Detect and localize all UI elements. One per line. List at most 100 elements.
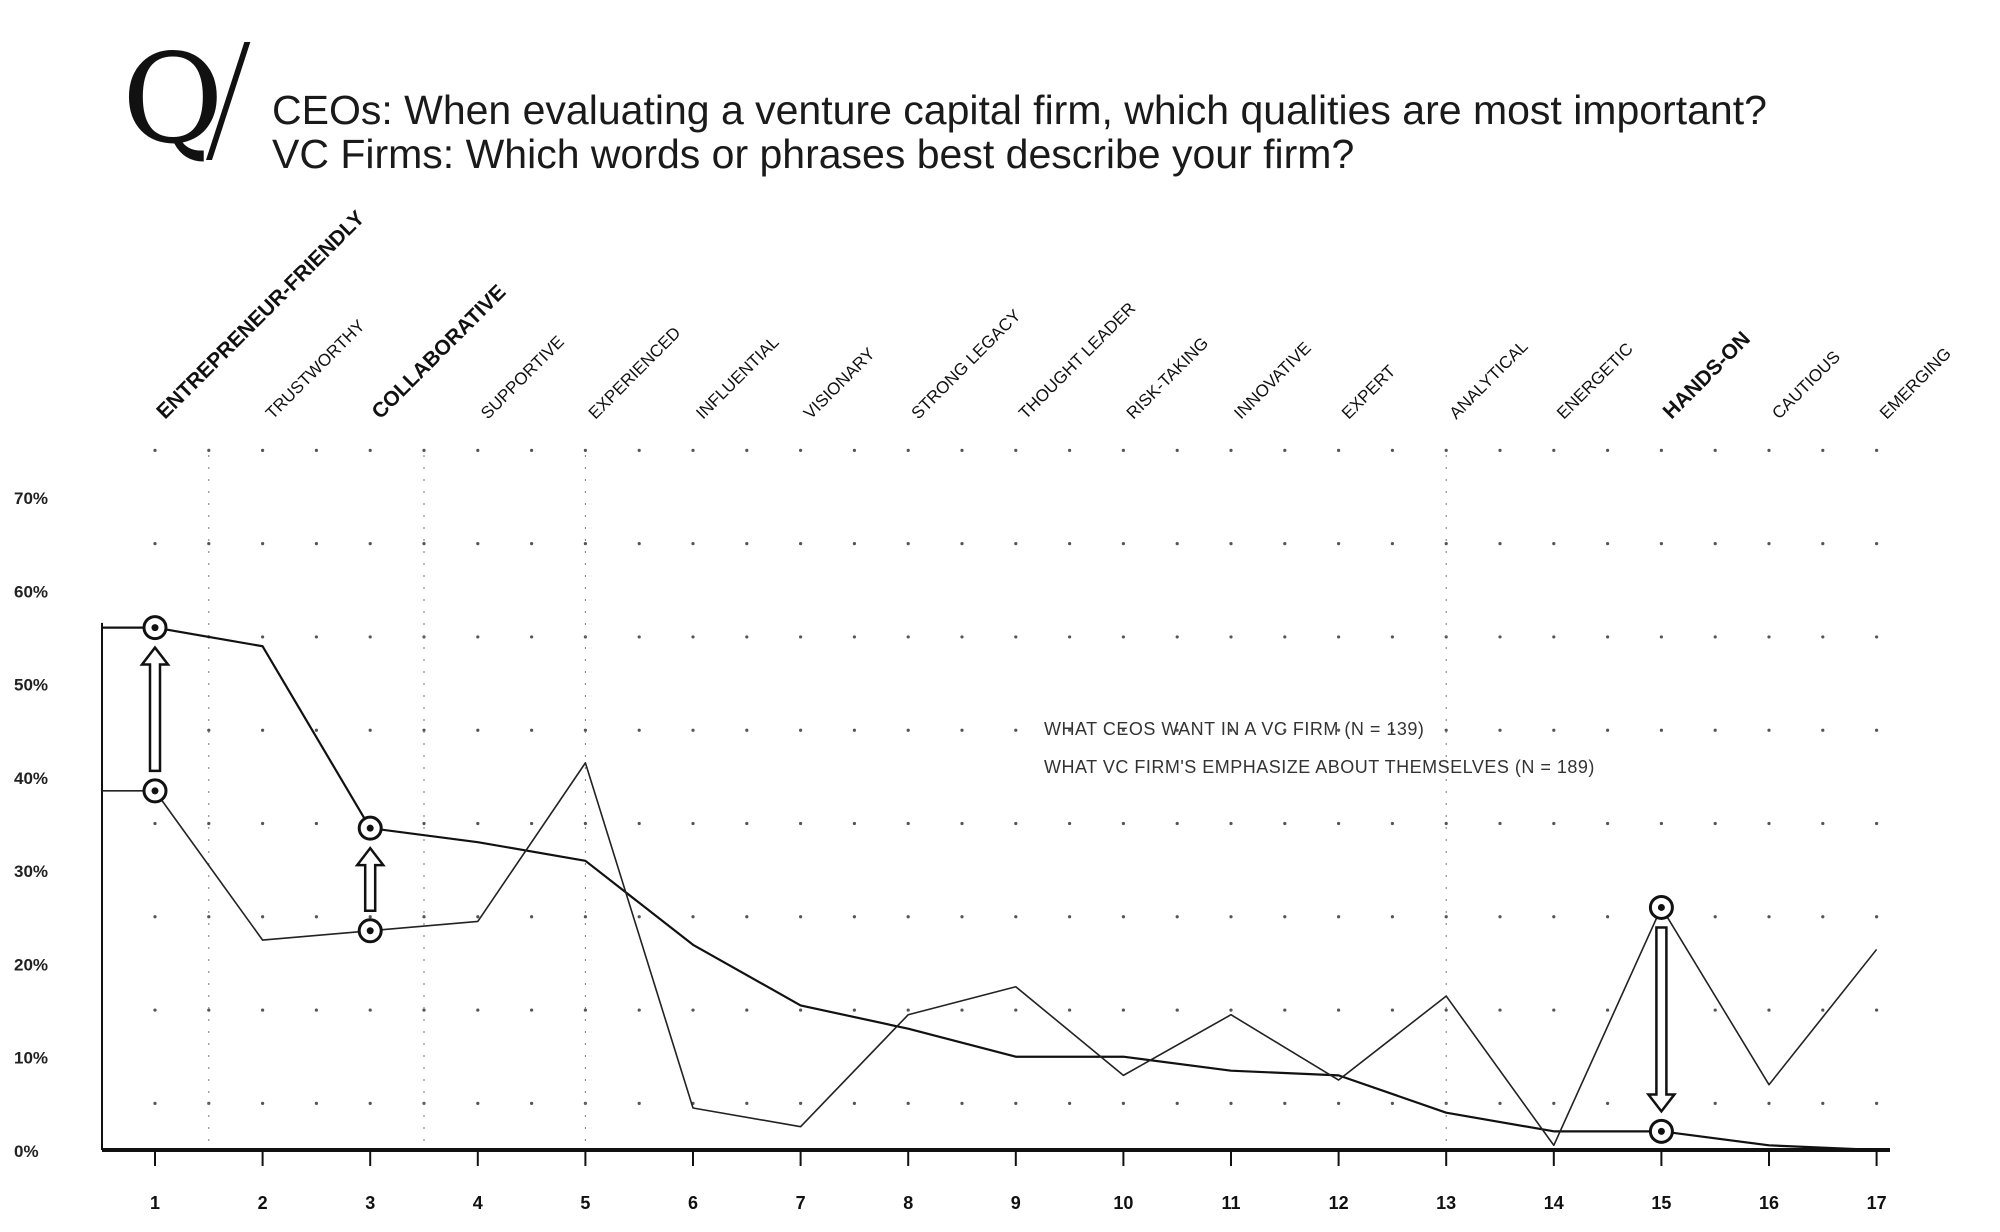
grid-dot <box>1229 728 1233 732</box>
grid-dot <box>1121 448 1125 452</box>
grid-dot <box>530 1101 534 1105</box>
grid-dot <box>1875 448 1879 452</box>
grid-dot <box>852 1101 857 1105</box>
grid-dot <box>1175 1101 1179 1105</box>
grid-dot <box>1875 1101 1879 1105</box>
marker-dot <box>151 787 159 795</box>
grid-dot <box>1875 635 1879 639</box>
grid-dot <box>1767 821 1771 826</box>
grid-dot <box>1444 915 1448 919</box>
grid-dot <box>1659 448 1663 452</box>
grid-dot <box>1283 915 1287 919</box>
marker-dot <box>151 624 159 632</box>
marker-dot <box>1657 1127 1665 1135</box>
grid-dot <box>691 635 695 639</box>
grid-dot <box>1821 542 1825 546</box>
grid-dot <box>1175 635 1179 639</box>
grid-dot <box>314 821 318 826</box>
grid-dot <box>1229 542 1233 546</box>
grid-dot <box>261 728 265 732</box>
grid-dot <box>745 1101 749 1105</box>
category-label: INNOVATIVE <box>1230 338 1314 422</box>
category-label: EXPERIENCED <box>585 323 685 423</box>
grid-dot <box>1068 1101 1072 1105</box>
grid-dot <box>1337 821 1341 826</box>
grid-dot <box>1175 542 1179 546</box>
grid-dot <box>153 448 157 452</box>
grid-dot <box>852 448 857 452</box>
grid-dot <box>261 635 265 639</box>
grid-dot <box>1121 1101 1125 1105</box>
grid-dot <box>960 448 964 452</box>
grid-dot <box>1713 1101 1717 1105</box>
grid-dot <box>314 542 318 546</box>
grid-dot <box>1283 1008 1287 1012</box>
grid-dot <box>1014 915 1018 919</box>
grid-dot <box>1337 1101 1341 1105</box>
grid-dot <box>1767 728 1771 732</box>
grid-dot <box>745 1008 749 1012</box>
category-label: THOUGHT LEADER <box>1015 299 1139 423</box>
y-tick-label: 0% <box>14 1142 39 1161</box>
grid-dot <box>637 915 641 919</box>
grid-dot <box>1498 1101 1502 1105</box>
grid-dot <box>207 728 211 732</box>
grid-dot <box>368 448 372 452</box>
grid-dot <box>1014 542 1018 546</box>
grid-dot <box>745 728 749 732</box>
grid-dot <box>799 542 803 546</box>
grid-dot <box>637 635 641 639</box>
grid-dot <box>637 448 641 452</box>
grid-dot <box>1337 915 1341 919</box>
grid-dot <box>1821 915 1825 919</box>
grid-dot <box>960 542 964 546</box>
grid-dot <box>153 1101 157 1105</box>
y-tick-label: 70% <box>14 489 48 508</box>
grid-dot <box>153 915 157 919</box>
grid-dot <box>960 635 964 639</box>
x-tick-label: 6 <box>688 1193 698 1213</box>
grid-dot <box>1390 915 1394 919</box>
grid-dot <box>1552 542 1556 546</box>
grid-dot <box>1498 728 1502 732</box>
grid-dot <box>1875 728 1879 732</box>
grid-dot <box>476 542 480 546</box>
grid-dot <box>799 821 803 826</box>
grid-dot <box>1229 635 1233 639</box>
grid-dot <box>1229 821 1233 826</box>
grid-dot <box>1390 635 1394 639</box>
grid-dot <box>1498 1008 1502 1012</box>
grid-dot <box>1068 728 1072 732</box>
grid-dot <box>799 1101 803 1105</box>
grid-dot <box>1337 542 1341 546</box>
grid-dot <box>1068 542 1072 546</box>
x-tick-label: 13 <box>1436 1193 1456 1213</box>
legend-entry: WHAT VC FIRM'S EMPHASIZE ABOUT THEMSELVE… <box>1044 757 1595 777</box>
grid-dot <box>1713 821 1717 826</box>
grid-dot <box>691 728 695 732</box>
grid-dot <box>1498 821 1502 826</box>
grid-dot <box>852 542 857 546</box>
category-label: ENERGETIC <box>1553 339 1637 423</box>
grid-dot <box>261 448 265 452</box>
grid-dot <box>1175 448 1179 452</box>
grid-dot <box>745 915 749 919</box>
grid-dot <box>906 915 910 919</box>
category-label: HANDS-ON <box>1659 327 1755 423</box>
grid-dot <box>1767 635 1771 639</box>
grid-dot <box>1606 1101 1610 1105</box>
grid-dot <box>1390 728 1394 732</box>
grid-dot <box>261 542 265 546</box>
grid-dot <box>207 915 211 919</box>
category-label: EXPERT <box>1338 362 1399 423</box>
grid-dot <box>637 728 641 732</box>
axes: 0%10%20%30%40%50%60%70%1 2 3 4 5 6 7 8 9 10 11 12 13… <box>14 489 1890 1213</box>
grid-dot <box>745 821 749 826</box>
grid-dot <box>1767 448 1771 452</box>
x-tick-label: 1 <box>150 1193 160 1213</box>
category-label: CAUTIOUS <box>1768 347 1844 423</box>
grid-dot <box>1606 915 1610 919</box>
grid-dot <box>1767 1008 1771 1012</box>
y-tick-label: 30% <box>14 862 48 881</box>
grid-dot <box>1875 1008 1879 1012</box>
